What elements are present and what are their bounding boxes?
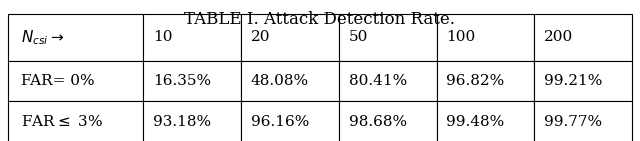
- Text: TABLE I. Attack Detection Rate.: TABLE I. Attack Detection Rate.: [184, 11, 456, 28]
